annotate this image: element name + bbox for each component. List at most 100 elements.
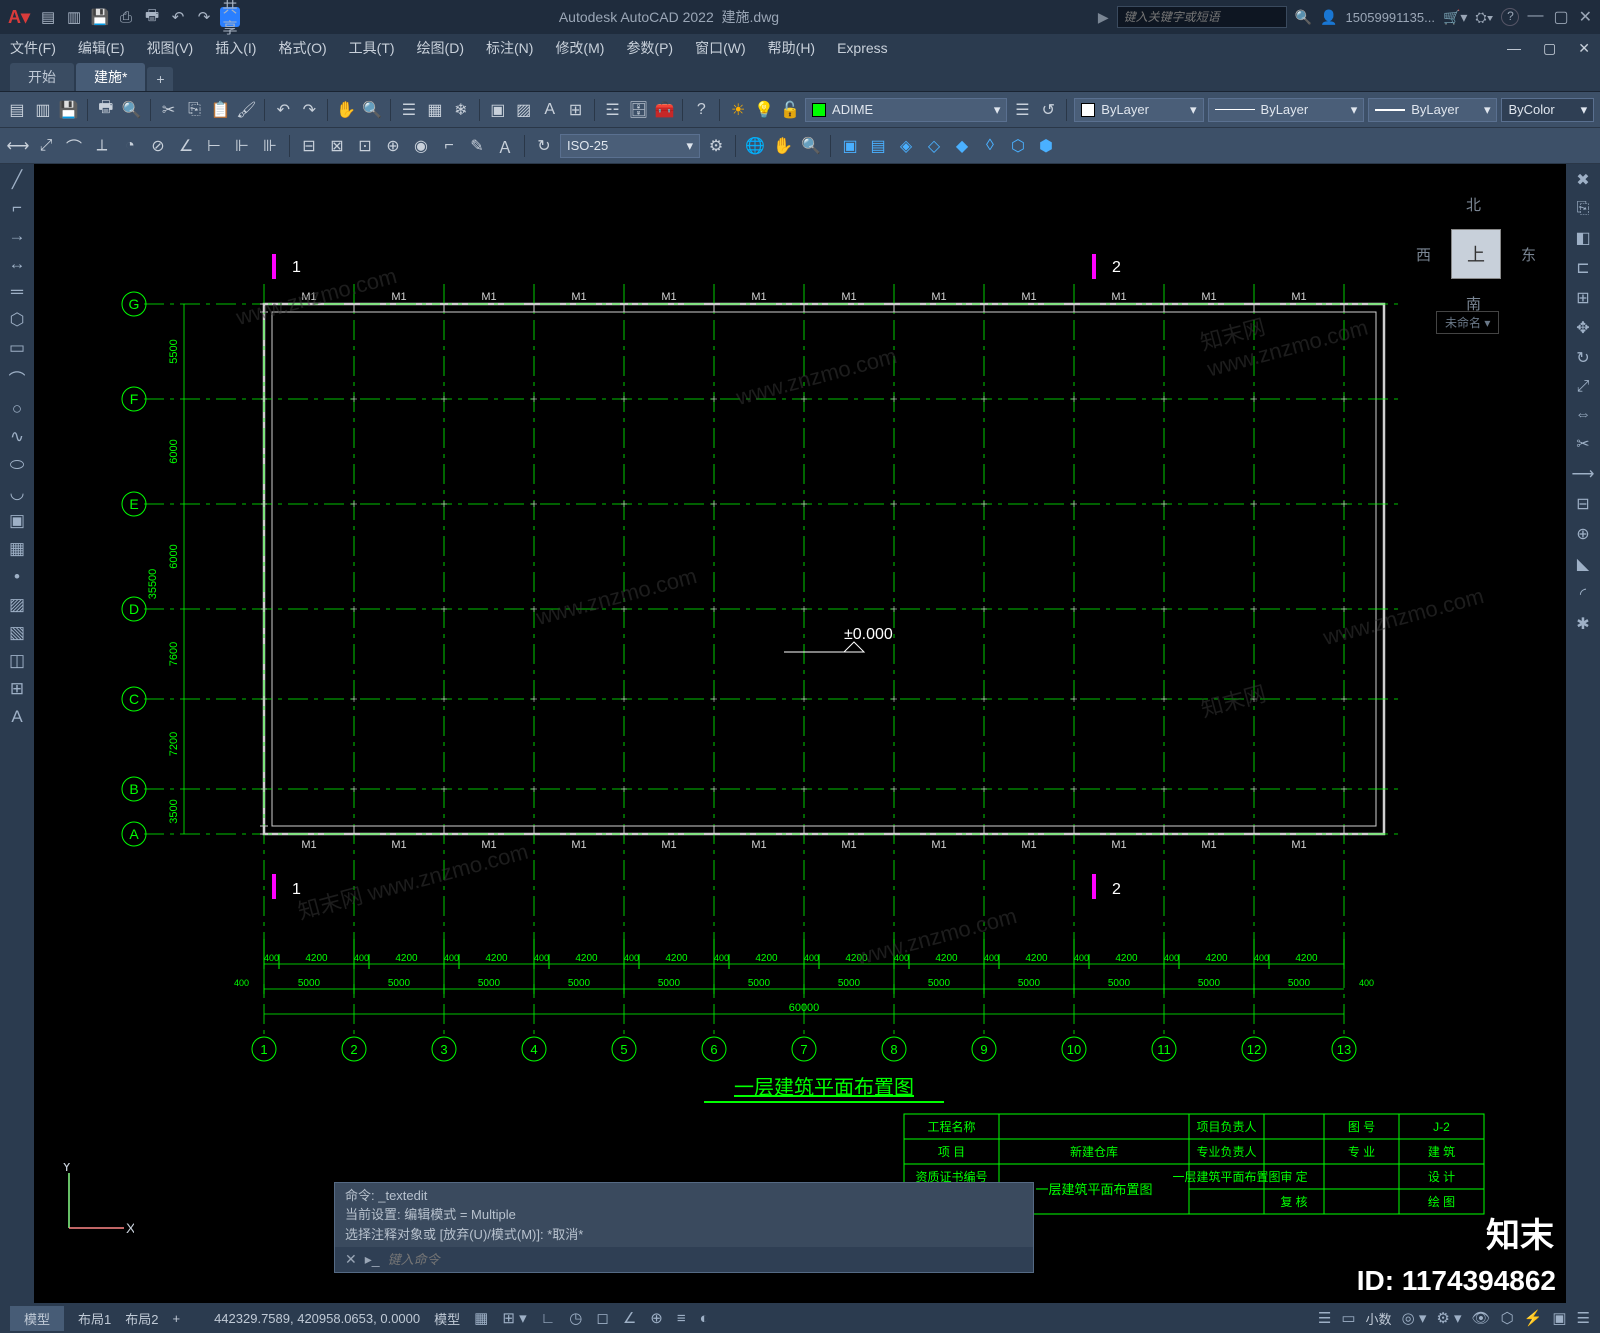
hw-icon[interactable]: ⚡ [1524,1309,1543,1327]
inspect-icon[interactable]: ◉ [409,134,433,158]
model-space-label[interactable]: 模型 [434,1309,460,1328]
mline-icon[interactable]: ═ [11,282,23,302]
props-icon[interactable]: ☲ [602,98,624,122]
mtext-icon[interactable]: A [11,707,22,727]
drawing-canvas[interactable]: 北 南 西 东 上 未命名 ▾ GFEDCBA55006000600076007… [34,164,1566,1303]
offset-icon[interactable]: ⊏ [1576,258,1589,278]
linetype-select[interactable]: ByLayer▾ [1208,98,1365,122]
maximize-icon[interactable]: ▢ [1553,7,1568,27]
center-icon[interactable]: ⊕ [381,134,405,158]
array-icon[interactable]: ⊞ [1576,288,1589,308]
iso-icon[interactable]: ⬡ [1501,1309,1514,1327]
region-icon[interactable]: ◫ [9,651,25,671]
menu-help[interactable]: 帮助(H) [768,38,815,58]
dim-space-icon[interactable]: ⊟ [297,134,321,158]
layer-select[interactable]: ADIME▾ [805,98,1007,122]
view-nw-icon[interactable]: ◊ [978,134,1002,158]
open-file-icon[interactable]: ▥ [32,98,54,122]
dim-break-icon[interactable]: ⊠ [325,134,349,158]
rect-icon[interactable]: ▭ [9,338,25,358]
ortho-icon[interactable]: ∟ [541,1310,556,1327]
user-icon[interactable]: 👤 [1320,9,1337,26]
text-icon[interactable]: A [539,98,561,122]
menu-edit[interactable]: 编辑(E) [78,38,125,58]
hatch2-icon[interactable]: ▨ [9,595,25,615]
app-menu-icon[interactable]: ⛭▾ [1475,9,1493,26]
doc-min-icon[interactable]: — [1507,40,1521,56]
view-3d-icon[interactable]: ⬢ [1034,134,1058,158]
print-icon[interactable]: 🖶 [95,98,117,122]
new-file-icon[interactable]: ▤ [6,98,28,122]
cut-icon[interactable]: ✂ [158,98,180,122]
preview-icon[interactable]: 🔍 [121,98,143,122]
point-icon[interactable]: • [14,567,20,587]
3d-pan-icon[interactable]: ✋ [771,134,795,158]
line-icon[interactable]: ╱ [12,170,22,190]
view-ne-icon[interactable]: ◆ [950,134,974,158]
saveas-icon[interactable]: ⎙ [116,7,136,27]
jog-icon[interactable]: ⌐ [437,134,461,158]
block-icon[interactable]: ▣ [487,98,509,122]
search-input[interactable] [1117,6,1287,28]
qp-icon[interactable]: ☰ [1318,1309,1331,1327]
move-icon[interactable]: ✥ [1576,318,1589,338]
dc-icon[interactable]: 🗄 [627,98,649,122]
layer-props-icon[interactable]: ☰ [398,98,420,122]
dim-rad-icon[interactable]: ◔ [118,134,142,158]
model-tab[interactable]: 模型 [10,1306,64,1331]
layer-bulb-icon[interactable]: 💡 [753,98,775,122]
undo2-icon[interactable]: ↶ [272,98,294,122]
dim-base-icon[interactable]: ⊩ [230,134,254,158]
cust-icon[interactable]: ☰ [1577,1309,1590,1327]
help-icon[interactable]: ? [1501,8,1519,26]
menu-window[interactable]: 窗口(W) [695,38,746,58]
menu-view[interactable]: 视图(V) [147,38,194,58]
view-sw-icon[interactable]: ◇ [922,134,946,158]
sc-icon[interactable]: ▭ [1341,1309,1355,1327]
units-label[interactable]: 小数 [1366,1309,1392,1328]
doc-close-icon[interactable]: ✕ [1578,40,1590,57]
dimupdate-icon[interactable]: ↻ [532,134,556,158]
polygon-icon[interactable]: ⬡ [10,310,25,330]
scale-icon[interactable]: ⤢ [1577,378,1590,396]
mirror-icon[interactable]: ◧ [1575,228,1590,248]
redo2-icon[interactable]: ↷ [298,98,320,122]
menu-param[interactable]: 参数(P) [626,38,673,58]
grad-icon[interactable]: ▧ [9,623,25,643]
fillet-icon[interactable]: ◜ [1580,584,1586,604]
pan-icon[interactable]: ✋ [335,98,357,122]
lwt-icon[interactable]: ≡ [677,1310,686,1327]
3d-zoom-icon[interactable]: 🔍 [799,134,823,158]
ann-mon-icon[interactable]: 👁 [1472,1309,1491,1327]
block2-icon[interactable]: ▦ [9,539,25,559]
rotate-icon[interactable]: ↻ [1576,348,1589,368]
open-icon[interactable]: ▥ [64,7,84,27]
spline-icon[interactable]: ∿ [10,427,24,447]
snap-icon[interactable]: ⊞ ▾ [502,1309,526,1327]
close-icon[interactable]: ✕ [1579,7,1592,27]
stretch-icon[interactable]: ⇔ [1575,406,1591,424]
paste-icon[interactable]: 📋 [210,98,232,122]
dim-ang-icon[interactable]: ∠ [174,134,198,158]
grid-icon[interactable]: ▦ [474,1309,488,1327]
view-iso-icon[interactable]: ⬡ [1006,134,1030,158]
save-file-icon[interactable]: 💾 [58,98,80,122]
cmd-close-icon[interactable]: ✕ [345,1251,357,1268]
trans-icon[interactable]: ◐ [700,1310,709,1327]
dim-quick-icon[interactable]: ⊢ [202,134,226,158]
hatch-icon[interactable]: ▨ [513,98,535,122]
circle-icon[interactable]: ○ [12,399,22,419]
doc-max-icon[interactable]: ▢ [1543,40,1556,57]
redo-icon[interactable]: ↷ [194,7,214,27]
share-button[interactable]: 共享 [220,7,240,27]
view-front-icon[interactable]: ▤ [866,134,890,158]
ray-icon[interactable]: → [9,226,26,246]
layer-iso-icon[interactable]: ▦ [424,98,446,122]
3d-orbit-icon[interactable]: 🌐 [743,134,767,158]
lineweight-select[interactable]: ByLayer▾ [1368,98,1497,122]
copy-icon[interactable]: ⎘ [184,98,206,122]
extend-icon[interactable]: ⟶ [1572,464,1595,484]
copy2-icon[interactable]: ⎘ [1577,200,1590,218]
plotstyle-select[interactable]: ByColor▾ [1501,98,1594,122]
dim-aligned-icon[interactable]: ⤢ [34,134,58,158]
